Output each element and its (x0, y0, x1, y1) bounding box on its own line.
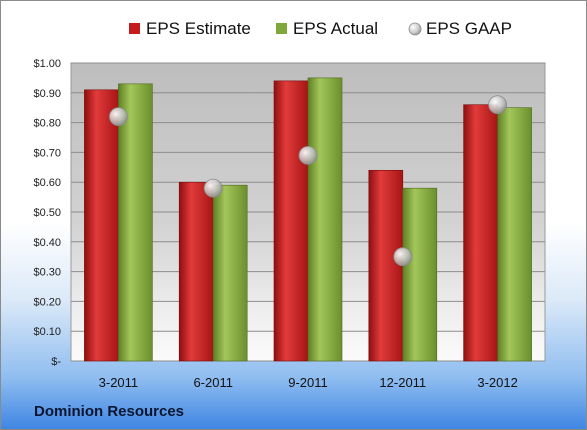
marker-eps-gaap (298, 145, 318, 165)
legend-swatch-actual (276, 23, 287, 34)
bar-eps-estimate (463, 104, 498, 362)
x-tick-label: 3-2012 (477, 375, 517, 390)
gaap-markers (109, 95, 508, 267)
legend: EPS Estimate EPS Actual EPS GAAP (129, 19, 512, 38)
x-tick-label: 9-2011 (288, 375, 328, 390)
x-tick-label: 12-2011 (379, 375, 426, 390)
bar-eps-estimate (368, 169, 404, 362)
bar-eps-actual (402, 187, 438, 362)
x-tick-label: 6-2011 (193, 375, 233, 390)
y-tick-label: $0.10 (33, 326, 61, 338)
bar-eps-estimate (273, 80, 309, 362)
x-tick-label: 3-2011 (99, 375, 139, 390)
bar-eps-actual (118, 83, 153, 362)
legend-label: EPS Estimate (146, 19, 251, 38)
bar-eps-estimate (84, 89, 119, 362)
y-tick-label: $0.30 (33, 267, 61, 279)
y-tick-label: $0.80 (33, 118, 61, 130)
y-tick-label: $0.60 (33, 177, 61, 189)
y-tick-label: $0.50 (33, 207, 61, 219)
y-tick-label: $1.00 (33, 58, 61, 70)
legend-label: EPS GAAP (426, 19, 512, 38)
legend-swatch-estimate (129, 23, 140, 34)
x-axis: 3-2011 6-2011 9-2011 12-2011 3-2012 (99, 375, 518, 390)
legend-label: EPS Actual (293, 19, 378, 38)
y-tick-label: $0.40 (33, 237, 61, 249)
y-tick-label: $0.70 (33, 147, 61, 159)
company-name: Dominion Resources (34, 403, 185, 420)
y-tick-label: $- (51, 356, 61, 368)
y-tick-label: $0.90 (33, 88, 61, 100)
bars (84, 77, 532, 362)
marker-eps-gaap (393, 247, 413, 267)
y-axis: $- $0.10 $0.20 $0.30 $0.40 $0.50 $0.60 $0.70 $0.… (33, 58, 61, 368)
bar-eps-actual (307, 77, 343, 362)
y-tick-label: $0.20 (33, 296, 61, 308)
bar-eps-actual (212, 184, 248, 362)
bar-eps-estimate (178, 181, 214, 362)
marker-eps-gaap (488, 95, 508, 115)
bar-eps-actual (497, 107, 532, 362)
marker-eps-gaap (109, 107, 128, 127)
marker-eps-gaap (203, 178, 223, 198)
legend-swatch-gaap (408, 22, 422, 36)
